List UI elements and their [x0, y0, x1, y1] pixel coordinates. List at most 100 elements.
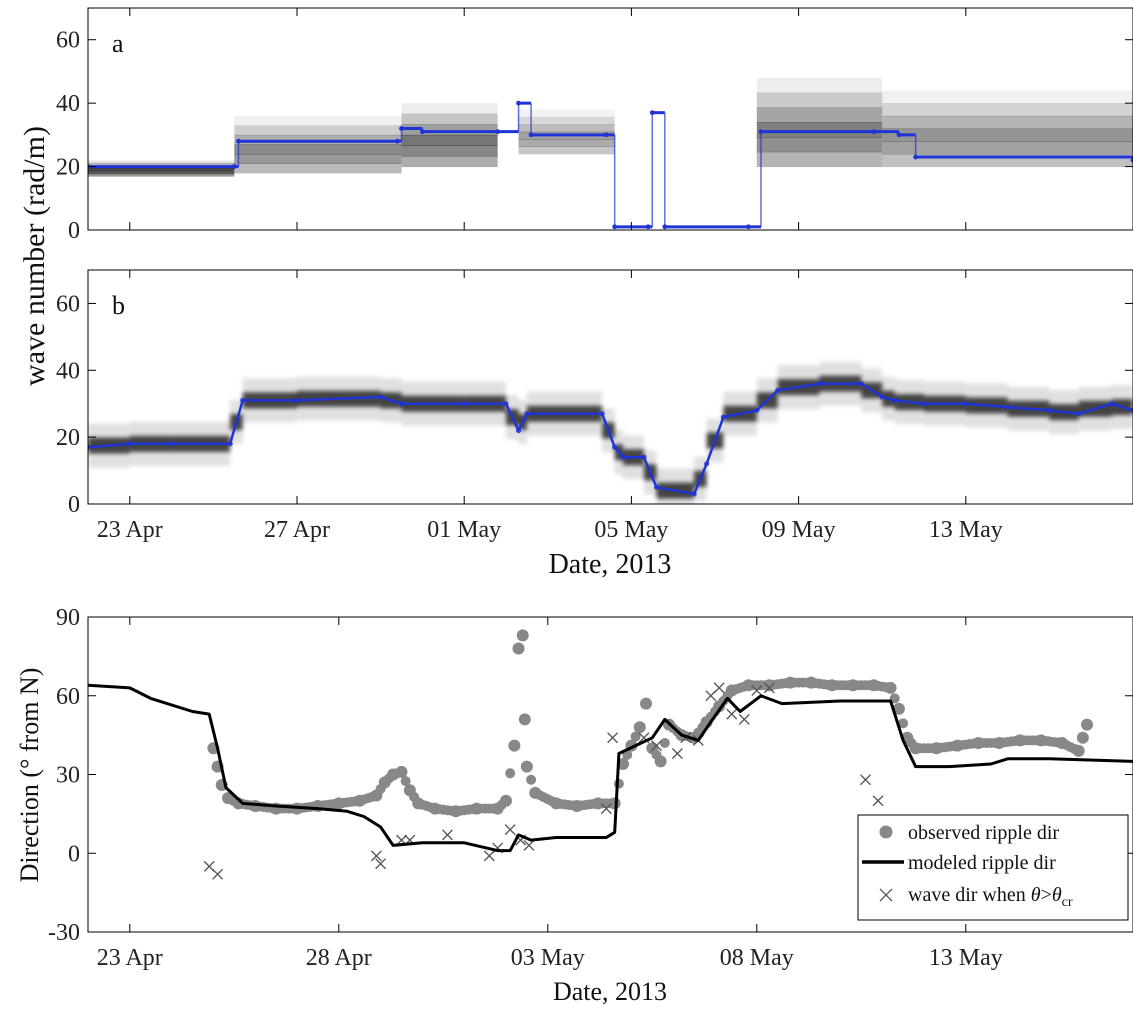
trace-point [1005, 404, 1011, 410]
wave-dir-cross [375, 858, 387, 870]
observed-point-fill [630, 731, 641, 742]
panel-a-heatmap [88, 77, 1133, 177]
wave-dir-cross [442, 829, 453, 841]
trace-point [503, 401, 509, 407]
observed-point-fill [889, 693, 900, 704]
heatmap-cell [882, 128, 1133, 142]
wave-dir-cross [738, 713, 750, 725]
trace-point [817, 381, 822, 387]
panel-b-letter: b [112, 291, 125, 320]
observed-point [520, 760, 533, 773]
y-tick-label: 0 [68, 841, 80, 867]
heatmap-cell [756, 122, 883, 138]
observed-point [518, 713, 531, 726]
legend-wave-label: wave dir when θ>θcr [908, 884, 1073, 910]
heatmap-cell [401, 103, 498, 115]
wave-dir-cross [651, 740, 662, 752]
observed-point [633, 721, 646, 734]
trace-point [704, 461, 710, 467]
trace-point [858, 381, 864, 387]
panel-c-x-axis-title: Date, 2013 [553, 977, 667, 1006]
y-tick-label: 40 [56, 358, 80, 384]
trace-point [691, 491, 697, 497]
trace-point [169, 441, 175, 447]
heatmap-cell [756, 107, 883, 123]
trace-point [240, 397, 246, 403]
observed-point-fill [526, 774, 537, 785]
x-tick-label: 03 May [511, 945, 585, 971]
observed-point [512, 642, 525, 655]
y-tick-label: 20 [56, 155, 80, 181]
heatmap-cell [401, 124, 498, 136]
legend-observed-marker [879, 825, 893, 839]
heatmap-cell [88, 168, 235, 172]
modeled-line [88, 683, 1133, 853]
wave-dir-cross [607, 732, 619, 744]
panel-a-x-ticks [129, 8, 967, 230]
observed-point-fill [400, 776, 411, 787]
trace-point [524, 411, 530, 417]
legend-modeled-label: modeled ripple dir [908, 852, 1056, 874]
x-tick-label: 01 May [427, 517, 501, 543]
y-tick-label: 60 [56, 28, 80, 54]
legend-wave-marker [879, 888, 893, 902]
observed-point [1076, 731, 1089, 744]
panel-b-y-ticks: 0 20 40 60 [56, 291, 1133, 518]
wave-dir-cross [726, 708, 738, 720]
x-tick-label: 13 May [929, 517, 1003, 543]
heatmap-cell [401, 156, 498, 168]
heatmap-cell [882, 141, 1133, 155]
y-tick-label: 60 [56, 291, 80, 317]
trace-point [1109, 401, 1115, 407]
wave-dir-cross [370, 850, 382, 862]
trace-point [921, 401, 927, 407]
panel-b-x-axis-title: Date, 2013 [549, 549, 672, 580]
panel-a-y-ticks: 0 20 40 60 [56, 28, 1133, 244]
y-tick-label: 40 [56, 91, 80, 117]
panel-b-x-ticks: 23 Apr 27 Apr 01 May 05 May 09 May 13 May [97, 270, 1003, 543]
trace-point [879, 394, 885, 400]
wave-dir-cross [504, 824, 516, 836]
y-tick-label: 30 [56, 763, 80, 789]
heatmap-cell [882, 115, 1133, 130]
x-tick-label: 23 Apr [97, 945, 163, 971]
panel-b: 0 20 40 60 23 Apr 27 Apr 01 May 05 May 09 May 13… [56, 269, 1133, 543]
trace-point [227, 441, 233, 447]
heatmap-cell [401, 134, 498, 146]
trace-point [1076, 411, 1082, 417]
heatmap-cell [756, 92, 883, 108]
trace-point [294, 397, 300, 403]
heatmap-cell [88, 170, 235, 174]
x-tick-label: 23 Apr [97, 517, 163, 543]
x-tick-label: 05 May [594, 517, 668, 543]
wave-dir-cross [671, 748, 683, 759]
heatmap-cell [518, 116, 615, 125]
observed-point-fill [659, 738, 670, 748]
observed-point [516, 629, 529, 642]
panel-c-x-ticks: 23 Apr 28 Apr 03 May 08 May 13 May [97, 617, 1003, 971]
heatmap-cell [518, 109, 615, 118]
modeled-ripple-series [88, 683, 1133, 853]
panel-a-plot-area [88, 8, 1133, 230]
wave-dir-cross [763, 682, 775, 694]
trace-line [88, 382, 1133, 496]
wave-dir-cross [751, 685, 763, 696]
trace-point [620, 454, 626, 460]
heatmap-cell [88, 162, 235, 167]
trace-point [641, 454, 647, 460]
wave-dir-series [203, 682, 884, 880]
heatmap-cell [88, 173, 235, 177]
observed-point [654, 755, 667, 768]
trace-point [653, 484, 659, 490]
observed-point [395, 765, 408, 778]
heatmap-cell [401, 113, 498, 125]
legend-box [857, 814, 1129, 921]
x-tick-label: 28 Apr [306, 945, 372, 971]
trace-point [516, 427, 522, 433]
heatmap-cell [234, 125, 402, 136]
wave-dir-cross [600, 803, 612, 815]
panel-c-y-ticks: -30 0 30 60 90 [48, 605, 1133, 946]
y-tick-label: 20 [56, 425, 80, 451]
heatmap-cell [234, 144, 402, 155]
